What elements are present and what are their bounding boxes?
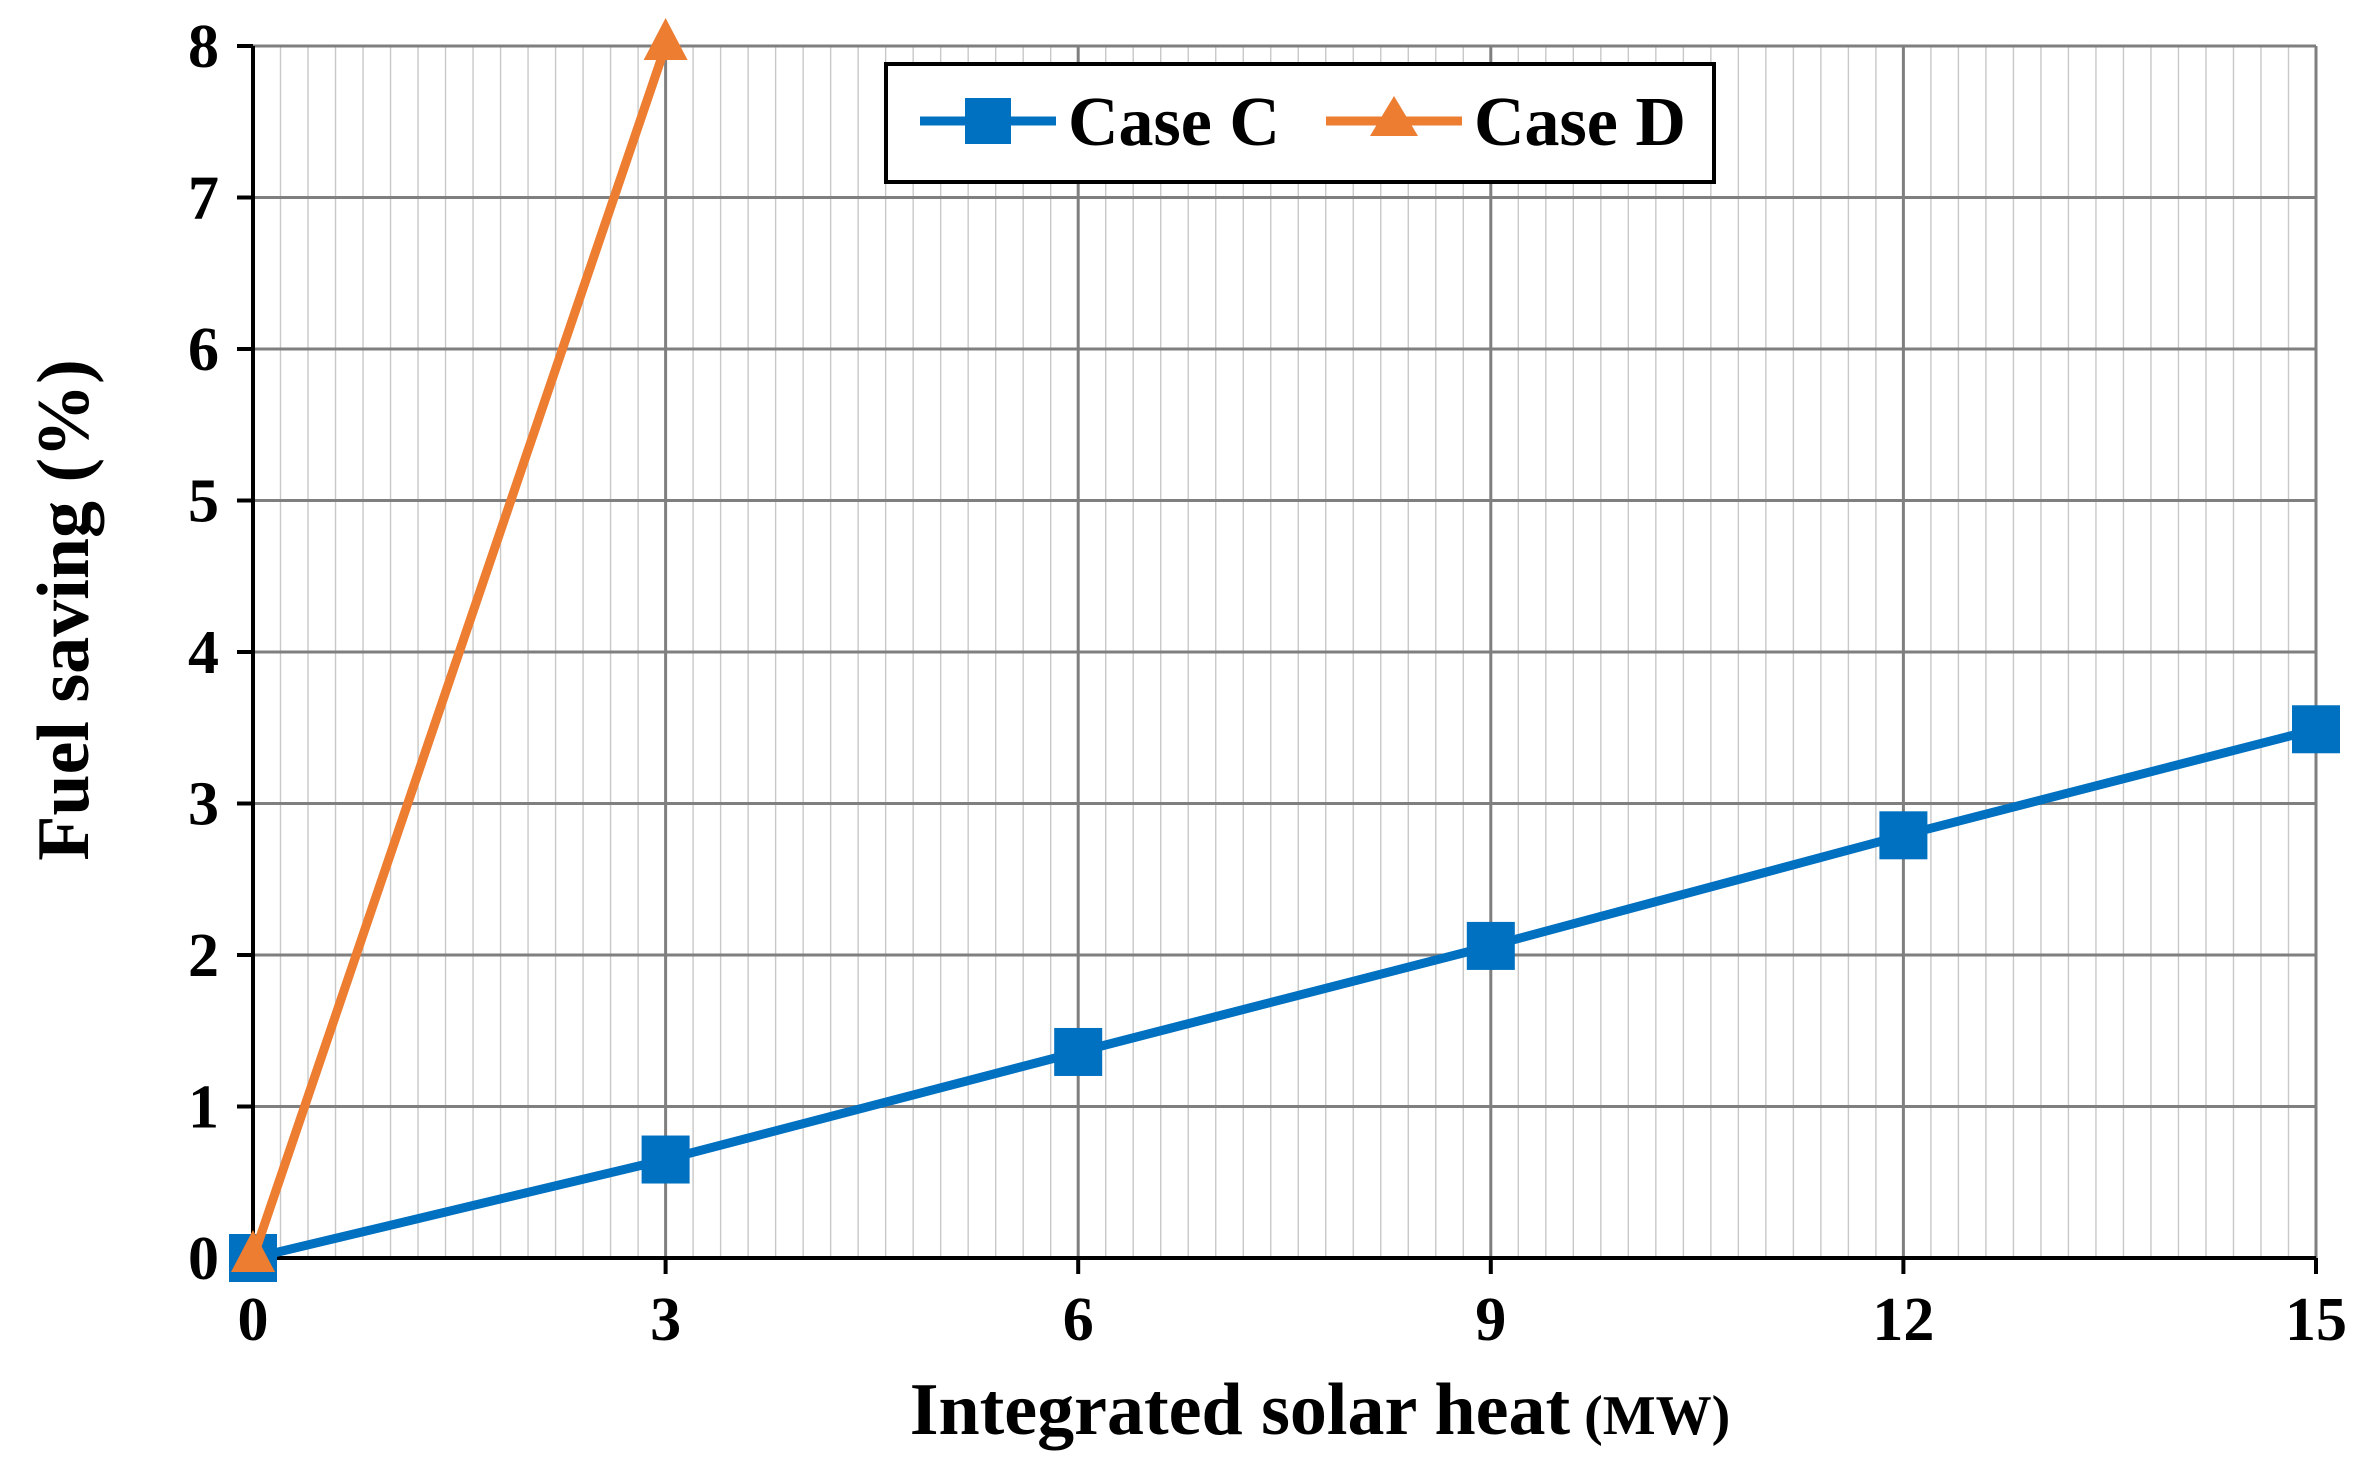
x-axis-title: Integrated solar heat (MW) [910,1369,1731,1451]
series-layer [229,18,2340,1282]
x-tick-labels: 0 3 6 9 12 15 [238,1286,2348,1354]
x-tick-label: 12 [1872,1286,1934,1354]
y-tick-label: 5 [188,468,219,536]
legend-marker-case-d [1370,96,1418,136]
data-point-case-c [1466,921,1515,970]
x-tick-label: 3 [650,1286,681,1354]
y-tick-label: 7 [188,165,219,233]
x-axis-unit: (MW) [1584,1385,1730,1447]
data-point-case-c [1879,811,1928,860]
y-tick-label: 3 [188,771,219,839]
y-tick-labels: 0 1 2 3 4 5 6 7 8 [188,13,219,1293]
data-point-case-c [641,1135,690,1184]
legend-marker-case-c [965,98,1011,144]
y-axis-title: Fuel saving (%) [23,359,105,861]
y-tick-label: 8 [188,13,219,81]
y-tick-label: 1 [188,1074,219,1142]
x-tick-label: 9 [1475,1286,1506,1354]
y-tick-label: 0 [188,1225,219,1293]
y-tick-label: 2 [188,922,219,990]
y-tick-label: 6 [188,316,219,384]
y-tick-label: 4 [188,619,219,687]
series-line-case-d [248,44,670,1260]
legend-label-case-c: Case C [1068,84,1280,161]
x-tick-label: 0 [238,1286,269,1354]
x-axis-title-text: Integrated solar heat [910,1369,1571,1451]
data-point-case-c [1054,1027,1103,1076]
series-line-case-c [251,724,2318,1263]
legend-label-case-d: Case D [1474,84,1686,161]
legend: Case C Case D [884,62,1716,184]
data-point-case-d [643,18,688,60]
x-tick-label: 15 [2285,1286,2347,1354]
data-point-case-d [231,1230,275,1272]
data-point-case-c [2292,705,2340,754]
x-tick-label: 6 [1063,1286,1094,1354]
